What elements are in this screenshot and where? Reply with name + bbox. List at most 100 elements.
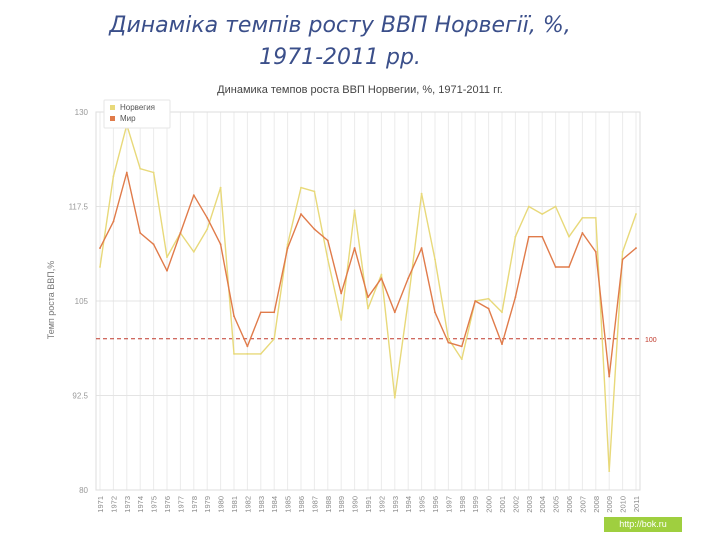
- y-axis-label: Темп роста ВВП,%: [46, 261, 56, 340]
- x-tick-label: 1986: [297, 496, 306, 513]
- data-point: [621, 258, 624, 261]
- chart-title: Динамика темпов роста ВВП Норвегии, %, 1…: [217, 84, 503, 96]
- x-tick-label: 2002: [511, 496, 520, 513]
- data-point: [300, 186, 302, 189]
- x-tick-label: 1980: [217, 496, 226, 513]
- x-tick-label: 1985: [284, 496, 293, 513]
- x-tick-label: 1999: [471, 496, 480, 513]
- data-point: [474, 300, 477, 302]
- x-tick-label: 1996: [431, 496, 440, 513]
- data-point: [594, 250, 597, 253]
- x-tick-label: 1988: [324, 496, 333, 513]
- x-tick-label: 1984: [270, 496, 279, 513]
- data-point: [219, 186, 222, 189]
- data-point: [407, 277, 410, 280]
- data-point: [608, 470, 611, 472]
- data-point: [367, 307, 369, 310]
- y-tick-label: 130: [75, 108, 89, 117]
- legend-box: [103, 99, 171, 129]
- data-point: [434, 311, 436, 314]
- data-point: [514, 235, 517, 238]
- x-tick-label: 1993: [391, 496, 400, 513]
- data-point: [206, 216, 209, 219]
- x-tick-label: 2001: [498, 496, 507, 513]
- chart-series: [99, 123, 637, 472]
- data-point: [353, 247, 356, 249]
- data-point: [192, 194, 195, 197]
- y-tick-label: 92.5: [72, 392, 88, 401]
- x-tick-label: 2005: [552, 496, 561, 513]
- x-tick-label: 1991: [364, 496, 373, 513]
- x-tick-label: 1990: [351, 496, 360, 513]
- reference-line-label: 100: [645, 337, 657, 344]
- data-point: [340, 292, 343, 295]
- data-point: [420, 247, 423, 249]
- data-point: [393, 311, 396, 314]
- data-point: [273, 311, 276, 314]
- y-tick-label: 117.5: [69, 203, 89, 212]
- data-point: [581, 232, 584, 234]
- data-point: [152, 171, 155, 174]
- data-point: [353, 209, 356, 212]
- data-point: [608, 375, 611, 378]
- data-point: [99, 247, 101, 249]
- data-point: [326, 239, 329, 242]
- plot-area-border: [95, 111, 641, 491]
- data-point: [326, 258, 329, 261]
- x-tick-label: 1978: [190, 496, 199, 513]
- slide-title-line-1: Динаміка темпів росту ВВП Норвегії, %,: [109, 13, 571, 38]
- x-tick-label: 1983: [257, 496, 266, 513]
- data-point: [487, 307, 490, 310]
- y-tick-label: 80: [79, 486, 88, 495]
- x-tick-label: 1979: [203, 496, 212, 513]
- data-point: [233, 315, 235, 318]
- data-point: [139, 167, 142, 170]
- data-point: [554, 266, 557, 268]
- data-point: [340, 319, 343, 321]
- y-tick-label: 105: [75, 297, 89, 306]
- x-tick-label: 1975: [150, 496, 159, 513]
- data-point: [635, 247, 637, 249]
- data-point: [259, 353, 262, 355]
- x-tick-label: 1981: [230, 496, 239, 513]
- x-tick-label: 1995: [418, 496, 427, 513]
- x-tick-label: 1974: [136, 496, 145, 513]
- x-tick-label: 1992: [377, 496, 386, 513]
- data-point: [313, 190, 316, 193]
- legend-label: Норвегия: [120, 103, 155, 112]
- x-tick-label: 2000: [485, 496, 494, 513]
- data-point: [286, 247, 289, 249]
- x-tick-label: 2007: [578, 496, 587, 513]
- x-tick-label: 2009: [605, 496, 614, 513]
- data-point: [273, 337, 276, 340]
- data-point: [581, 216, 584, 219]
- data-point: [541, 235, 544, 238]
- data-point: [514, 296, 517, 299]
- data-point: [259, 311, 262, 314]
- data-point: [594, 216, 597, 219]
- x-tick-label: 1987: [310, 496, 319, 513]
- data-point: [568, 235, 570, 238]
- data-point: [112, 220, 115, 223]
- data-point: [300, 213, 302, 215]
- x-tick-label: 1997: [444, 496, 453, 513]
- data-point: [286, 243, 289, 246]
- watermark-link[interactable]: http://bok.ru: [604, 517, 682, 532]
- data-point: [206, 228, 209, 231]
- data-point: [635, 213, 637, 215]
- x-tick-label: 1977: [176, 496, 185, 513]
- x-tick-label: 1976: [163, 496, 172, 513]
- data-point: [233, 353, 235, 355]
- data-point: [460, 358, 463, 361]
- x-tick-label: 2011: [632, 496, 641, 512]
- x-tick-label: 1972: [109, 496, 118, 513]
- slide-title-line-2: 1971-2011 рр.: [259, 45, 421, 70]
- data-point: [554, 205, 557, 208]
- data-point: [166, 256, 168, 259]
- x-tick-label: 2010: [619, 496, 628, 513]
- data-point: [393, 396, 396, 399]
- x-tick-label: 1989: [337, 496, 346, 513]
- x-tick-label: 1973: [123, 496, 132, 513]
- x-tick-label: 2003: [525, 496, 534, 513]
